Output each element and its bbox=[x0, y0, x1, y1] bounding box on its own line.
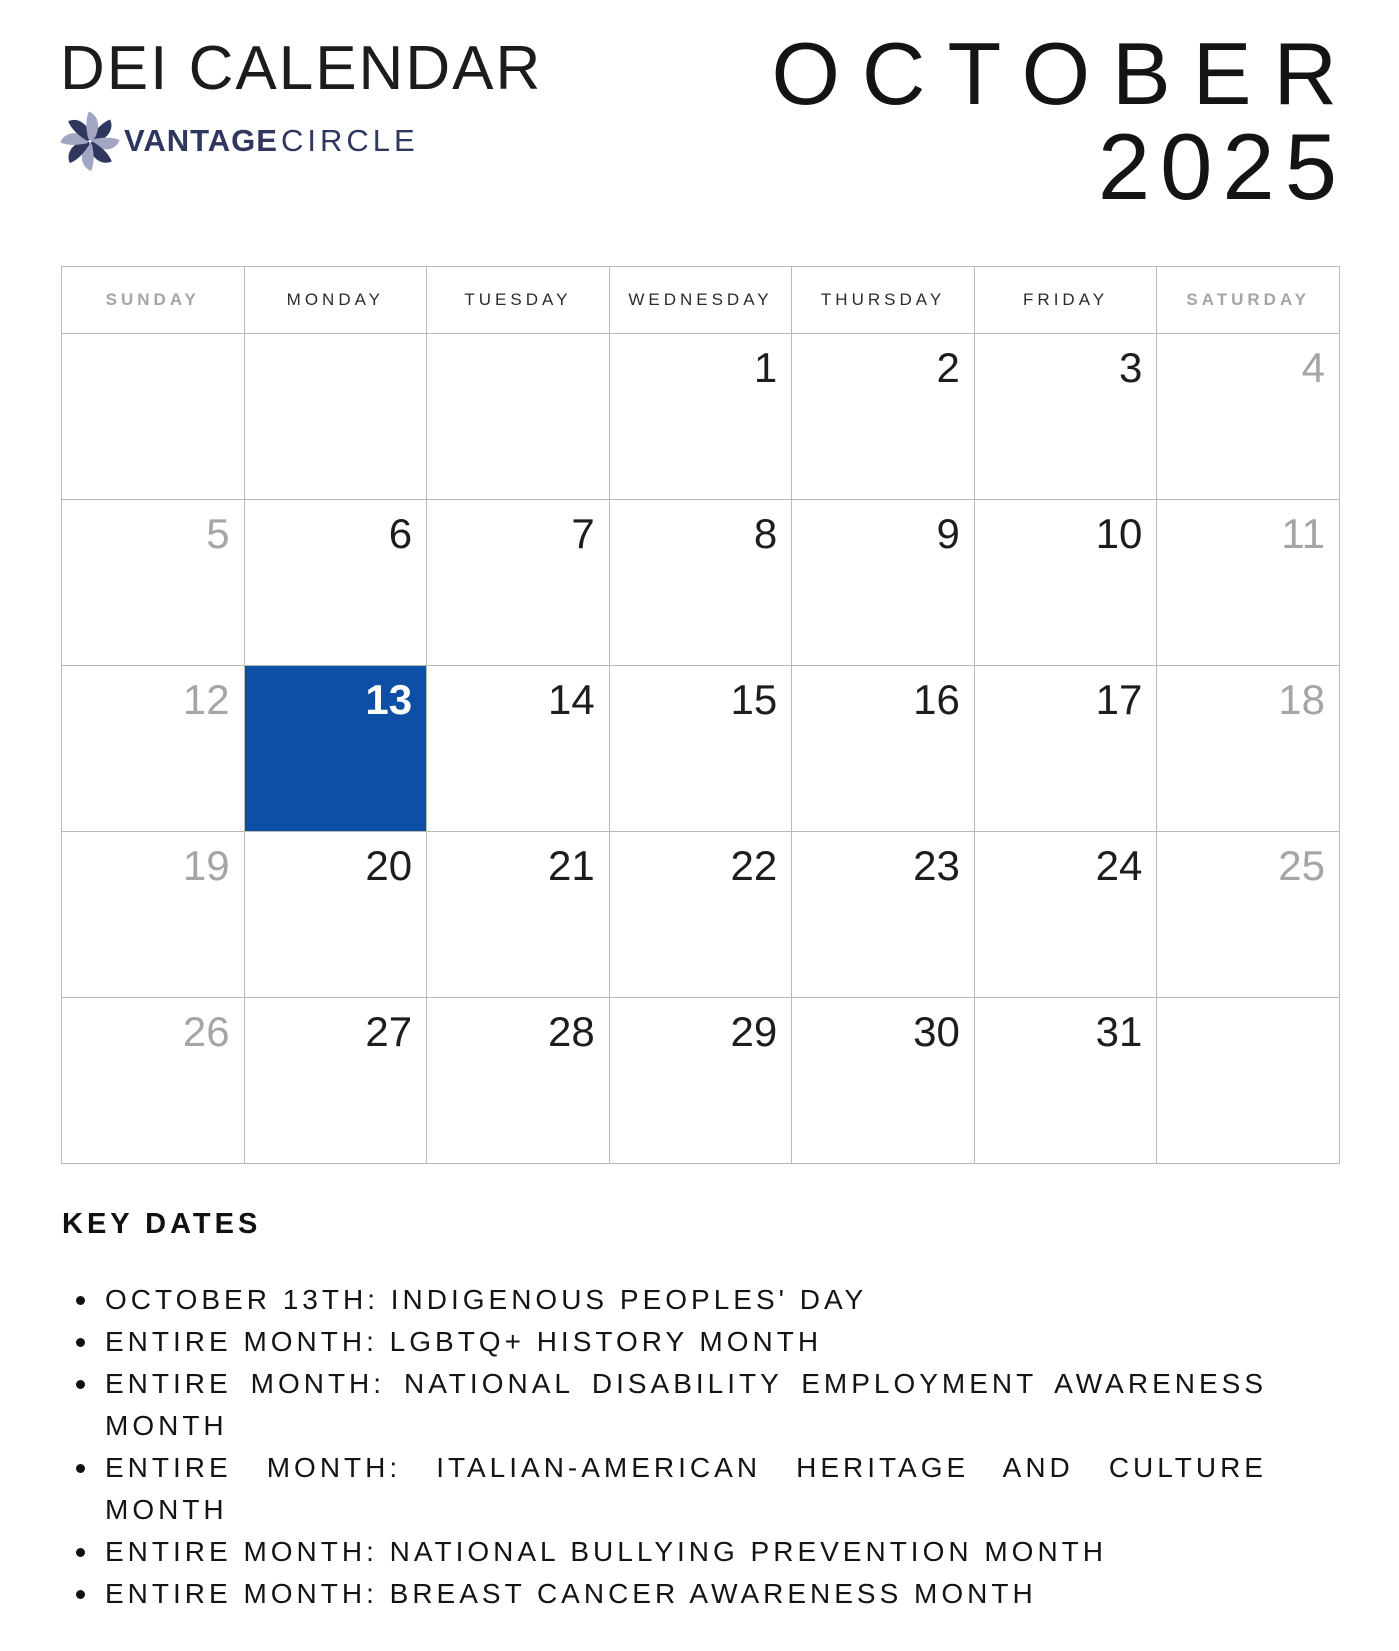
year-title: 2025 bbox=[1097, 114, 1347, 219]
key-dates-heading: KEY DATES bbox=[62, 1208, 262, 1240]
brand-wordmark: VANTAGECIRCLE bbox=[124, 125, 419, 156]
calendar-cell-12: 12 bbox=[61, 665, 245, 832]
calendar-grid: SUNDAY MONDAY TUESDAY WEDNESDAY THURSDAY FRID… bbox=[61, 266, 1340, 1164]
day-header-thursday: THURSDAY bbox=[791, 266, 975, 334]
calendar-cell-empty bbox=[61, 333, 245, 500]
day-header-wednesday: WEDNESDAY bbox=[608, 266, 793, 334]
key-date-item: ENTIRE MONTH: BREAST CANCER AWARENESS MO… bbox=[62, 1573, 1267, 1615]
calendar-cell-18: 18 bbox=[1156, 665, 1340, 832]
calendar-cell-27: 27 bbox=[243, 997, 428, 1164]
key-dates-list: OCTOBER 13TH: INDIGENOUS PEOPLES' DAY ENT… bbox=[62, 1279, 1267, 1615]
calendar-cell-20: 20 bbox=[243, 831, 428, 998]
brand-word-circle: CIRCLE bbox=[280, 122, 419, 158]
brand-block: DEI CALENDAR VANTAGECIRCLE bbox=[60, 38, 542, 172]
brand-word-vantage: VANTAGE bbox=[124, 122, 278, 158]
calendar-cell-empty bbox=[426, 333, 610, 500]
calendar-cell-23: 23 bbox=[791, 831, 975, 998]
calendar-cell-10: 10 bbox=[973, 499, 1158, 666]
calendar-cell-15: 15 bbox=[608, 665, 793, 832]
calendar-cell-7: 7 bbox=[426, 499, 610, 666]
key-date-item: ENTIRE MONTH: ITALIAN-AMERICAN HERITAGE … bbox=[62, 1447, 1267, 1531]
calendar-cell-16: 16 bbox=[791, 665, 975, 832]
calendar-cell-empty bbox=[243, 333, 428, 500]
calendar-cell-22: 22 bbox=[608, 831, 793, 998]
calendar-cell-empty bbox=[1156, 997, 1340, 1164]
calendar-cell-30: 30 bbox=[791, 997, 975, 1164]
calendar-cell-21: 21 bbox=[426, 831, 610, 998]
pinwheel-star-icon bbox=[60, 111, 120, 171]
calendar-week-row: 19 20 21 22 23 24 25 bbox=[61, 831, 1340, 998]
day-header-sunday: SUNDAY bbox=[61, 266, 245, 334]
calendar-cell-5: 5 bbox=[61, 499, 245, 666]
calendar-cell-26: 26 bbox=[61, 997, 245, 1164]
calendar-week-row: 12 13 14 15 16 17 18 bbox=[61, 665, 1340, 832]
calendar-week-row: 26 27 28 29 30 31 bbox=[61, 997, 1340, 1164]
calendar-cell-3: 3 bbox=[973, 333, 1158, 500]
key-date-item: ENTIRE MONTH: NATIONAL BULLYING PREVENTI… bbox=[62, 1531, 1267, 1573]
calendar-cell-11: 11 bbox=[1156, 499, 1340, 666]
day-header-row: SUNDAY MONDAY TUESDAY WEDNESDAY THURSDAY FRID… bbox=[61, 266, 1340, 334]
calendar-cell-8: 8 bbox=[608, 499, 793, 666]
key-date-item: OCTOBER 13TH: INDIGENOUS PEOPLES' DAY bbox=[62, 1279, 1267, 1321]
month-title: OCTOBER bbox=[771, 24, 1359, 123]
calendar-cell-28: 28 bbox=[426, 997, 610, 1164]
calendar-cell-24: 24 bbox=[973, 831, 1158, 998]
key-date-item: ENTIRE MONTH: NATIONAL DISABILITY EMPLOY… bbox=[62, 1363, 1267, 1447]
page-title: DEI CALENDAR bbox=[60, 34, 543, 103]
calendar-cell-6: 6 bbox=[243, 499, 428, 666]
calendar-cell-25: 25 bbox=[1156, 831, 1340, 998]
day-header-monday: MONDAY bbox=[243, 266, 428, 334]
key-dates-section: KEY DATES OCTOBER 13TH: INDIGENOUS PEOPL… bbox=[62, 1208, 1267, 1615]
vantage-circle-logo: VANTAGECIRCLE bbox=[58, 108, 542, 172]
calendar-cell-9: 9 bbox=[791, 499, 975, 666]
calendar-week-row: 5 6 7 8 9 10 11 bbox=[61, 499, 1340, 666]
month-year-block: OCTOBER 2025 bbox=[771, 30, 1337, 214]
calendar-cell-29: 29 bbox=[608, 997, 793, 1164]
day-header-tuesday: TUESDAY bbox=[426, 266, 610, 334]
calendar-cell-4: 4 bbox=[1156, 333, 1340, 500]
key-date-item: ENTIRE MONTH: LGBTQ+ HISTORY MONTH bbox=[62, 1321, 1267, 1363]
calendar-cell-1: 1 bbox=[608, 333, 793, 500]
day-header-friday: FRIDAY bbox=[973, 266, 1158, 334]
calendar-cell-17: 17 bbox=[973, 665, 1158, 832]
calendar-cell-2: 2 bbox=[791, 333, 975, 500]
calendar-cell-14: 14 bbox=[426, 665, 610, 832]
calendar-cell-13: 13 bbox=[243, 665, 428, 832]
day-header-saturday: SATURDAY bbox=[1156, 266, 1340, 334]
calendar-cell-19: 19 bbox=[61, 831, 245, 998]
calendar-cell-31: 31 bbox=[973, 997, 1158, 1164]
